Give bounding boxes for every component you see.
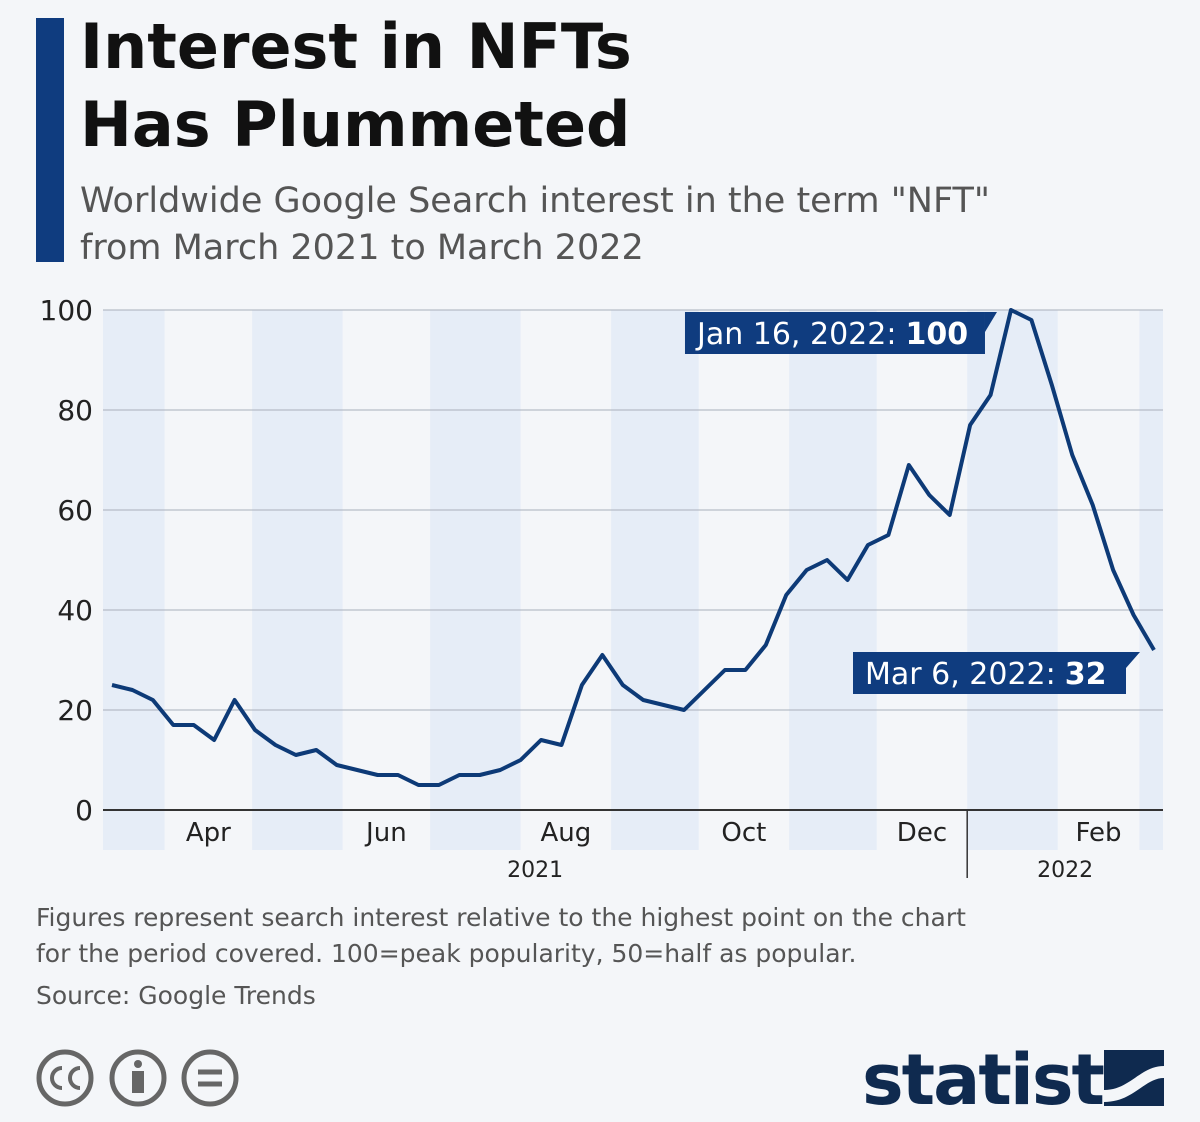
subtitle-line: Worldwide Google Search interest in the … (80, 181, 990, 221)
brand-icon (1104, 1050, 1164, 1106)
line (111, 308, 1156, 787)
y-tick-label: 100 (40, 294, 93, 327)
y-tick-label: 20 (57, 694, 93, 727)
month-band (252, 310, 343, 850)
x-tick-label: Jun (364, 818, 407, 848)
month-band (611, 310, 699, 850)
annotation-pointer (1126, 652, 1140, 668)
plot: 0 20 40 60 80 100 Apr Jun Aug Oct Dec Feb 2021 2022 Ja… (40, 294, 1163, 883)
x-tick-label: Apr (186, 818, 231, 848)
year-label: 2022 (1037, 858, 1093, 883)
annotation-label: Mar 6, 2022: (865, 657, 1056, 692)
title-line: Interest in NFTs (80, 10, 632, 83)
subtitle-line: from March 2021 to March 2022 (80, 228, 644, 268)
x-tick-label: Oct (721, 818, 766, 848)
annotation-pointer (984, 312, 997, 332)
y-tick-label: 80 (57, 394, 93, 427)
y-tick-label: 0 (75, 794, 93, 827)
annotation-box (684, 312, 985, 354)
annotation-value: 100 (905, 317, 968, 352)
title-line: Has Plummeted (80, 88, 630, 161)
annotation-value: 32 (1065, 657, 1107, 692)
month-band (789, 310, 877, 850)
month-band (430, 310, 521, 850)
license-icons (36, 1049, 239, 1107)
x-tick-label: Dec (897, 818, 947, 848)
month-band (1139, 310, 1163, 850)
month-band (103, 310, 165, 850)
year-label: 2021 (507, 858, 563, 883)
annotation: Mar 6, 2022: 32 (853, 652, 1140, 694)
brand: statista (862, 1039, 1148, 1121)
y-tick-label: 60 (57, 494, 93, 527)
annotation-label: Jan 16, 2022: (695, 317, 896, 352)
month-band (967, 310, 1058, 850)
annotation-box (853, 652, 1126, 694)
source: Source: Google Trends (36, 981, 316, 1010)
annotation-text: Mar 6, 2022: 32 (865, 657, 1107, 692)
note-line: Figures represent search interest relati… (36, 903, 966, 932)
x-tick-label: Feb (1076, 818, 1122, 848)
y-tick-label: 40 (57, 594, 93, 627)
accent-bar (36, 18, 64, 262)
annotation-text: Jan 16, 2022: 100 (695, 317, 968, 352)
annotation: Jan 16, 2022: 100 (684, 312, 997, 354)
x-tick-label: Aug (540, 818, 591, 848)
note-line: for the period covered. 100=peak popular… (36, 939, 856, 968)
